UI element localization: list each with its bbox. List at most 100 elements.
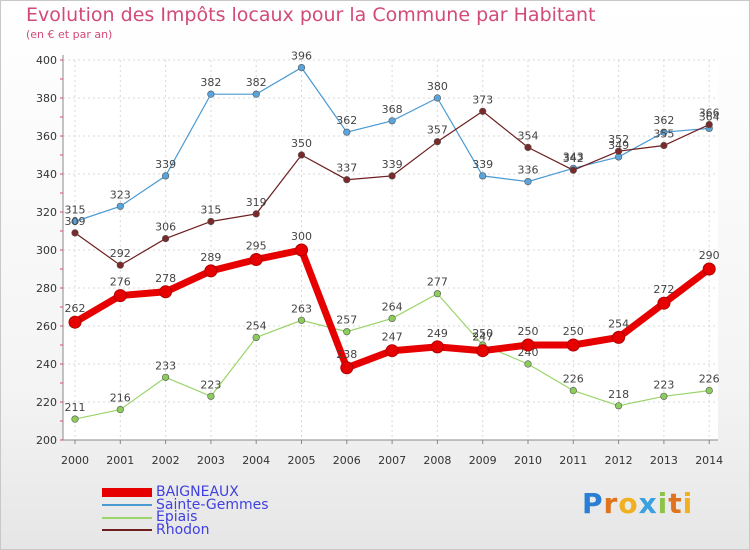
data-point: [614, 147, 623, 155]
x-tick-label: 2011: [559, 454, 587, 467]
data-label: 250: [472, 327, 493, 340]
legend-item-rhodon: Rhodon: [102, 523, 210, 537]
data-label: 233: [155, 359, 176, 372]
data-label: 355: [653, 128, 674, 141]
y-tick-label: 380: [36, 92, 57, 105]
logo-letter: P: [582, 487, 604, 520]
data-label: 350: [291, 137, 312, 150]
data-label: 352: [608, 133, 629, 146]
chart-subtitle: (en € et par an): [26, 28, 113, 41]
data-point: [614, 402, 623, 410]
data-label: 292: [110, 247, 131, 260]
data-label: 396: [291, 50, 312, 63]
data-point: [388, 314, 396, 323]
data-point: [433, 94, 442, 102]
data-label: 366: [699, 107, 720, 120]
data-label: 342: [563, 152, 584, 165]
data-point: [116, 202, 124, 210]
data-label: 289: [200, 251, 221, 264]
legend-swatch: [102, 516, 152, 519]
legend-swatch: [102, 488, 152, 497]
data-label: 254: [608, 317, 629, 330]
data-point: [252, 210, 260, 218]
legend-label: Epiais: [156, 509, 198, 525]
data-label: 223: [200, 378, 221, 391]
data-point: [297, 63, 306, 72]
y-tick-label: 300: [36, 244, 57, 257]
x-tick-label: 2014: [695, 454, 723, 467]
data-point: [385, 344, 399, 358]
y-tick-label: 240: [36, 358, 57, 371]
data-point: [207, 217, 215, 226]
data-point: [343, 176, 351, 184]
data-point: [524, 143, 532, 151]
data-point: [343, 128, 351, 136]
legend-label: Sainte-Gemmes: [156, 496, 269, 513]
x-tick-label: 2012: [605, 454, 633, 467]
data-point: [340, 361, 354, 375]
data-point: [71, 229, 79, 237]
data-label: 290: [699, 249, 720, 262]
data-label: 277: [427, 276, 448, 289]
data-label: 263: [291, 302, 312, 315]
data-point: [116, 261, 124, 269]
data-point: [430, 340, 444, 354]
data-point: [569, 387, 577, 395]
data-label: 216: [110, 392, 131, 405]
legend-item-sainte-gemmes: Sainte-Gemmes: [102, 496, 269, 513]
data-point: [612, 330, 626, 344]
data-point: [657, 296, 671, 310]
data-point: [252, 90, 260, 98]
data-label: 278: [155, 272, 176, 285]
data-label: 254: [246, 319, 267, 332]
data-label: 362: [336, 114, 357, 127]
data-label: 247: [382, 331, 403, 344]
data-label: 323: [110, 188, 131, 201]
x-tick-label: 2003: [197, 454, 225, 467]
series-epiais: 211 216 233 223 254 263 257 264 277 250 240 226 218 2…: [65, 276, 720, 423]
data-point: [569, 166, 577, 174]
data-point: [388, 117, 396, 125]
data-point: [295, 243, 308, 257]
data-point: [116, 406, 124, 414]
data-point: [660, 128, 668, 136]
data-label: 337: [336, 162, 357, 175]
x-tick-label: 2007: [378, 454, 406, 467]
data-point: [433, 138, 442, 146]
y-tick-label: 340: [36, 168, 57, 181]
data-point: [705, 120, 713, 129]
data-point: [566, 338, 580, 352]
x-tick-label: 2000: [61, 454, 89, 467]
y-tick-label: 320: [36, 206, 57, 219]
data-point: [479, 172, 487, 180]
data-label: 382: [246, 76, 267, 89]
proxiti-logo: Proxiti: [582, 487, 693, 520]
data-point: [297, 151, 306, 159]
data-label: 295: [246, 240, 267, 253]
data-point: [660, 392, 668, 400]
data-point: [524, 360, 532, 368]
x-tick-label: 2004: [242, 454, 270, 467]
x-tick-label: 2002: [152, 454, 180, 467]
data-label: 257: [336, 314, 357, 327]
x-tick-label: 2010: [514, 454, 542, 467]
data-label: 272: [653, 283, 674, 296]
data-point: [159, 285, 173, 299]
data-label: 336: [518, 164, 539, 177]
x-tick-label: 2001: [106, 454, 134, 467]
data-label: 357: [427, 124, 448, 137]
data-label: 382: [200, 76, 221, 89]
data-label: 238: [336, 348, 357, 361]
data-label: 226: [563, 373, 584, 386]
data-label: 380: [427, 80, 448, 93]
data-label: 319: [246, 196, 267, 209]
data-label: 339: [155, 158, 176, 171]
data-label: 218: [608, 388, 629, 401]
y-tick-label: 280: [36, 282, 57, 295]
data-label: 354: [518, 129, 539, 142]
data-point: [705, 387, 713, 395]
legend-swatch: [102, 529, 152, 531]
x-tick-label: 2005: [288, 454, 316, 467]
